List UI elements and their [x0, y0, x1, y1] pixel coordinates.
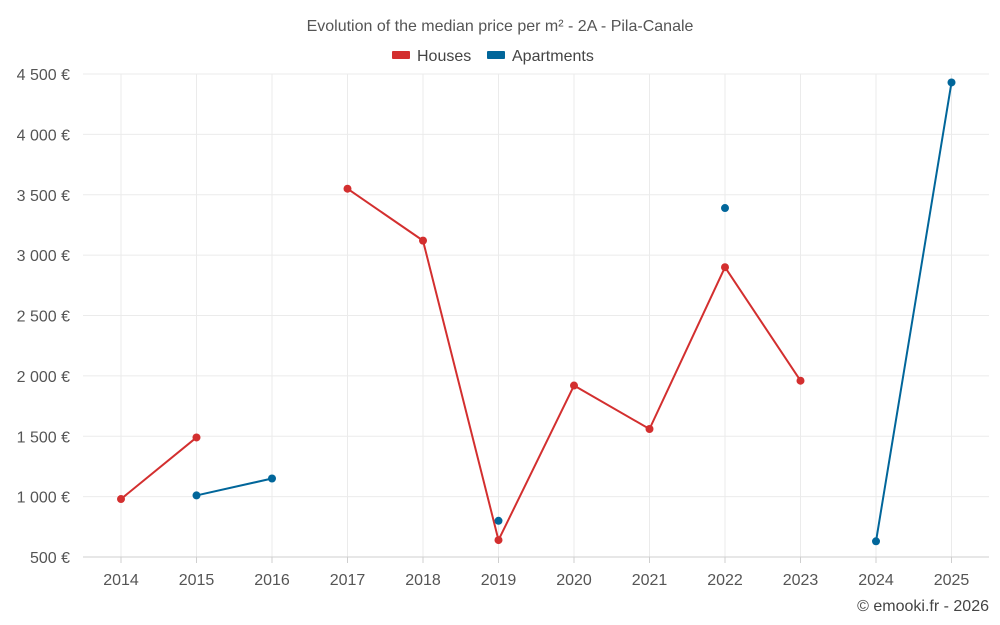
- data-point-apartments[interactable]: [947, 78, 956, 87]
- series-houses-segment: [422, 239, 500, 542]
- legend: Houses Apartments: [392, 48, 594, 65]
- x-tick-label: 2014: [103, 572, 139, 589]
- legend-swatch-apartments: [487, 51, 505, 59]
- y-tick-label: 500 €: [30, 550, 70, 567]
- series-apartments: [192, 78, 956, 546]
- y-tick-label: 1 000 €: [17, 490, 70, 507]
- copyright-text: © emooki.fr - 2026: [857, 598, 989, 615]
- data-point-apartments[interactable]: [721, 204, 729, 213]
- data-point-apartments[interactable]: [192, 491, 201, 500]
- series: [117, 78, 956, 546]
- chart-title: Evolution of the median price per m² - 2…: [307, 18, 694, 35]
- grid: [83, 73, 989, 557]
- x-tick-label: 2016: [254, 572, 290, 589]
- data-point-houses[interactable]: [721, 263, 729, 272]
- legend-item-apartments[interactable]: Apartments: [487, 48, 594, 65]
- legend-item-houses[interactable]: Houses: [392, 48, 471, 65]
- series-houses: [117, 184, 805, 545]
- series-apartments-segment: [195, 477, 273, 497]
- data-point-apartments[interactable]: [494, 516, 503, 525]
- data-point-houses[interactable]: [494, 536, 503, 545]
- series-houses-segment: [497, 384, 575, 542]
- x-tick-label: 2022: [707, 572, 743, 589]
- x-tick-label: 2019: [481, 572, 517, 589]
- series-apartments-segment: [875, 81, 953, 543]
- data-point-houses[interactable]: [570, 381, 578, 390]
- data-point-apartments[interactable]: [268, 474, 276, 483]
- axes: 500 € 1 000 € 1 500 € 2 000 € 2 500 € 3 000 €…: [17, 67, 989, 589]
- x-tick-label: 2021: [632, 572, 668, 589]
- y-tick-label: 3 000 €: [17, 248, 70, 265]
- series-houses-segment: [648, 266, 726, 431]
- legend-label-apartments: Apartments: [512, 48, 594, 65]
- x-tick-label: 2025: [934, 572, 970, 589]
- data-point-houses[interactable]: [192, 433, 201, 442]
- legend-swatch-houses: [392, 51, 410, 59]
- series-houses-segment: [120, 436, 198, 501]
- data-point-houses[interactable]: [645, 425, 654, 434]
- data-point-apartments[interactable]: [872, 537, 880, 546]
- data-point-houses[interactable]: [343, 184, 352, 193]
- x-tick-label: 2017: [330, 572, 366, 589]
- x-tick-label: 2015: [179, 572, 215, 589]
- data-point-houses[interactable]: [419, 236, 427, 245]
- x-tick-label: 2020: [556, 572, 592, 589]
- y-tick-label: 4 500 €: [17, 67, 70, 84]
- data-point-houses[interactable]: [117, 495, 125, 504]
- data-point-houses[interactable]: [796, 376, 805, 385]
- series-houses-segment: [724, 266, 802, 382]
- y-tick-label: 2 000 €: [17, 369, 70, 386]
- series-houses-segment: [346, 187, 424, 242]
- y-tick-label: 4 000 €: [17, 127, 70, 144]
- y-tick-label: 1 500 €: [17, 429, 70, 446]
- x-tick-label: 2024: [858, 572, 894, 589]
- y-tick-label: 2 500 €: [17, 309, 70, 326]
- x-tick-label: 2023: [783, 572, 819, 589]
- x-tick-label: 2018: [405, 572, 441, 589]
- legend-label-houses: Houses: [417, 48, 471, 65]
- series-houses-segment: [573, 384, 651, 431]
- y-tick-label: 3 500 €: [17, 188, 70, 205]
